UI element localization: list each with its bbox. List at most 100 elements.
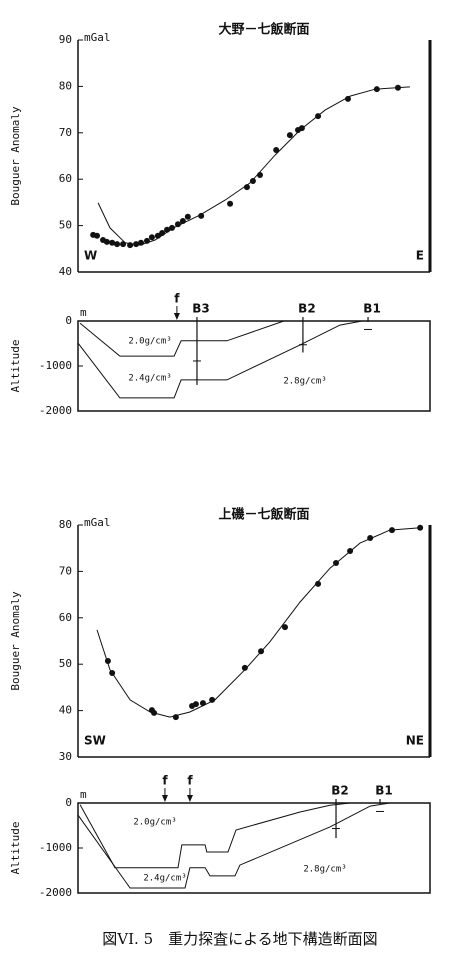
borehole-label: B2 bbox=[298, 302, 316, 316]
data-point bbox=[298, 125, 305, 132]
layer-boundary bbox=[77, 802, 390, 889]
y-tick-label: 40 bbox=[59, 265, 72, 278]
y-tick-label: 50 bbox=[59, 657, 72, 670]
layer-label: 2.8g/cm³ bbox=[303, 865, 346, 875]
y-tick-label: -2000 bbox=[39, 886, 72, 899]
data-point bbox=[172, 714, 179, 721]
data-point bbox=[347, 547, 354, 554]
y-tick-label: 50 bbox=[59, 219, 72, 232]
fault-arrow bbox=[186, 795, 193, 802]
data-point bbox=[148, 234, 155, 241]
fault-label: f bbox=[187, 774, 193, 788]
y-tick-label: 60 bbox=[59, 172, 72, 185]
data-point bbox=[192, 701, 199, 708]
left-label: W bbox=[84, 249, 97, 263]
chart-title: 大野－七飯断面 bbox=[218, 22, 309, 38]
data-point bbox=[367, 534, 374, 541]
fit-curve bbox=[97, 86, 410, 246]
y-tick-label: 0 bbox=[65, 314, 72, 327]
data-point bbox=[256, 172, 263, 179]
fault-arrow bbox=[161, 795, 168, 802]
data-point bbox=[249, 178, 256, 185]
data-point bbox=[120, 241, 127, 248]
fault-arrow bbox=[173, 313, 180, 320]
data-point bbox=[109, 670, 116, 677]
y-tick-label: -1000 bbox=[39, 841, 72, 854]
data-point bbox=[333, 560, 340, 567]
data-point bbox=[209, 696, 216, 703]
borehole-label: B1 bbox=[363, 302, 381, 316]
y-tick-label: 70 bbox=[59, 126, 72, 139]
y-tick-label: 30 bbox=[59, 750, 72, 763]
y-tick-label: 90 bbox=[59, 33, 72, 46]
data-point bbox=[151, 709, 158, 716]
data-point bbox=[417, 524, 424, 531]
y-tick-label: -1000 bbox=[39, 359, 72, 372]
y-tick-label: 60 bbox=[59, 611, 72, 624]
data-point bbox=[315, 580, 322, 587]
layer-label: 2.0g/cm³ bbox=[133, 818, 176, 828]
data-point bbox=[258, 648, 265, 655]
caption: 図VI. 5 重力探査による地下構造断面図 bbox=[102, 930, 377, 948]
data-point bbox=[227, 200, 234, 207]
section-frame bbox=[77, 802, 431, 894]
y-tick-label: -2000 bbox=[39, 404, 72, 417]
y-axis-label: Altitude bbox=[9, 822, 22, 875]
data-point bbox=[179, 217, 186, 224]
y-tick-label: 80 bbox=[59, 518, 72, 531]
data-point bbox=[138, 239, 145, 246]
data-point bbox=[373, 86, 380, 93]
layer-label: 2.4g/cm³ bbox=[143, 874, 186, 884]
data-point bbox=[164, 226, 171, 233]
y-axis-label: Altitude bbox=[9, 340, 22, 393]
y-axis-label: Bouguer Anomaly bbox=[9, 591, 22, 691]
data-point bbox=[127, 242, 134, 249]
data-point bbox=[109, 239, 116, 246]
data-point bbox=[184, 213, 191, 220]
right-label: NE bbox=[406, 734, 424, 748]
data-point bbox=[388, 527, 395, 534]
data-point bbox=[286, 132, 293, 139]
data-point bbox=[243, 184, 250, 191]
data-point bbox=[394, 84, 401, 91]
data-point bbox=[241, 664, 248, 671]
data-point bbox=[344, 95, 351, 102]
chart-title: 上磯－七飯断面 bbox=[218, 507, 309, 523]
borehole-label: B1 bbox=[375, 784, 393, 798]
data-point bbox=[159, 230, 166, 237]
data-point bbox=[273, 146, 280, 153]
data-point bbox=[168, 224, 175, 231]
y-tick-label: 40 bbox=[59, 704, 72, 717]
data-point bbox=[94, 232, 101, 239]
layer-label: 2.4g/cm³ bbox=[128, 374, 171, 384]
y-tick-label: 70 bbox=[59, 564, 72, 577]
left-label: SW bbox=[84, 734, 106, 748]
unit-label: m bbox=[80, 306, 87, 319]
data-point bbox=[103, 238, 110, 245]
right-label: E bbox=[416, 249, 424, 263]
data-point bbox=[199, 700, 206, 707]
unit-label: mGal bbox=[84, 31, 111, 44]
layer-label: 2.0g/cm³ bbox=[128, 337, 171, 347]
borehole-label: B3 bbox=[192, 302, 210, 316]
y-tick-label: 80 bbox=[59, 79, 72, 92]
data-point bbox=[104, 657, 111, 664]
fault-label: f bbox=[162, 774, 168, 788]
data-point bbox=[133, 241, 140, 248]
fault-label: f bbox=[174, 292, 180, 306]
data-point bbox=[281, 624, 288, 631]
unit-label: m bbox=[80, 788, 87, 801]
borehole-label: B2 bbox=[331, 784, 349, 798]
layer-boundary bbox=[77, 320, 363, 399]
layer-label: 2.8g/cm³ bbox=[283, 377, 326, 387]
layer-boundary bbox=[79, 802, 351, 869]
data-point bbox=[143, 237, 150, 244]
layer-boundary bbox=[79, 320, 285, 357]
y-axis-label: Bouguer Anomaly bbox=[9, 106, 22, 206]
data-point bbox=[154, 232, 161, 239]
data-point bbox=[174, 221, 181, 228]
unit-label: mGal bbox=[84, 516, 111, 529]
data-point bbox=[198, 212, 205, 219]
y-tick-label: 0 bbox=[65, 796, 72, 809]
